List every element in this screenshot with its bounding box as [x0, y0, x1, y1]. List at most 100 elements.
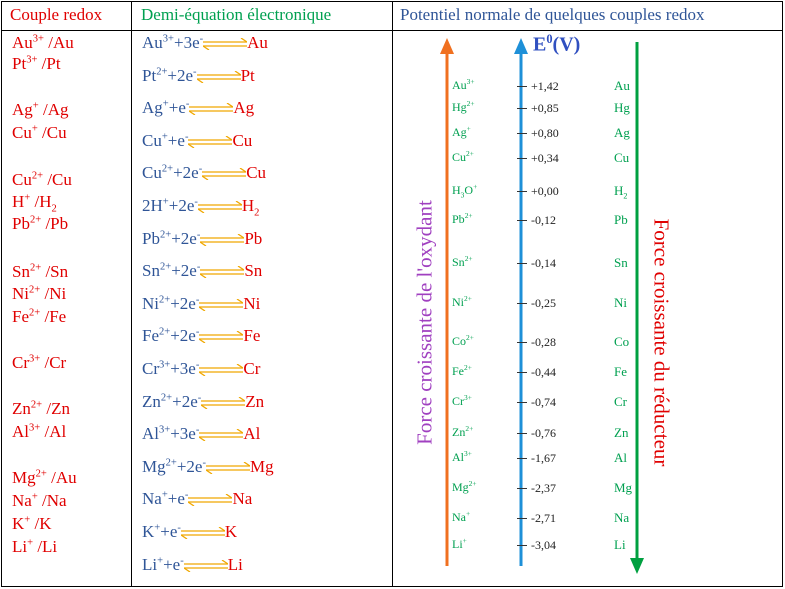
reductant-symbol: Hg: [614, 100, 630, 115]
oxidant: Cu: [12, 170, 32, 189]
couple-item: Fe2+ /Fe: [12, 307, 66, 327]
oxidant-symbol: Mg: [452, 480, 469, 494]
couple-item: Al3+ /Al: [12, 422, 66, 442]
oxidant: Al: [12, 422, 29, 441]
oxidant: Zn: [12, 399, 31, 418]
oxidant-charge: 3+: [32, 33, 44, 45]
oxidant-symbol: Cr: [142, 359, 159, 378]
equation-row: Al3++3e- Al: [142, 424, 260, 444]
oxidant-charge: 2+: [466, 149, 474, 158]
potential-value: +0,00: [531, 184, 559, 198]
equation-oxidant: Ag++e-: [142, 98, 189, 117]
potential-value: +0,85: [531, 101, 559, 115]
reductant-symbol: Al: [243, 424, 261, 444]
couple-item: Li+ /Li: [12, 537, 57, 557]
couple-item: Cu+ /Cu: [12, 123, 67, 143]
oxidant-charge: +: [32, 100, 39, 112]
separator: /: [33, 537, 43, 556]
electron-charge: -: [184, 489, 189, 501]
reductant: Cr: [49, 353, 67, 372]
reductant-symbol: Mg: [250, 456, 274, 476]
reductant-species: Cr: [614, 394, 627, 410]
electron-charge: -: [195, 326, 200, 338]
oxidant-charge: 2+: [159, 261, 172, 273]
separator: /: [41, 262, 51, 281]
separator: /: [37, 491, 47, 510]
potential-tick: [517, 433, 527, 434]
electron-charge: -: [185, 98, 190, 110]
oxidant-symbol: Co: [452, 334, 467, 348]
reductant: Pb: [50, 214, 69, 233]
electrons: +3e: [174, 33, 200, 52]
reductant-symbol: Ni: [614, 295, 627, 310]
reductant-species: Hg: [614, 100, 630, 116]
equation-oxidant: Ni2++2e-: [142, 294, 199, 313]
oxidant-charge: 3+: [159, 359, 171, 371]
equation-reductant: Na: [232, 489, 252, 508]
separator: /: [40, 307, 50, 326]
equation-oxidant: Au3++3e-: [142, 33, 203, 52]
equation-row: Ni2++2e- Ni: [142, 294, 260, 314]
equation-row: Sn2++2e- Sn: [142, 261, 262, 281]
equation-reductant: Ag: [233, 98, 254, 117]
oxidant-species: Na+: [452, 509, 470, 525]
oxidant-symbol: Li: [142, 554, 158, 574]
equilibrium-arrow-icon: [200, 229, 245, 248]
potential-value: -0,44: [531, 365, 556, 379]
oxidant-symbol: Ni: [452, 295, 464, 309]
reductant-symbol: K: [224, 522, 238, 541]
oxidant: K: [12, 514, 25, 533]
oxidant-symbol: Al: [142, 424, 159, 444]
electron-charge: -: [194, 196, 198, 208]
oxidant-symbol: Ag: [452, 125, 467, 139]
oxidant-charge: 2+: [29, 214, 42, 226]
oxidant-symbol: Mg: [142, 456, 166, 476]
oxidant-charge: 2+: [35, 468, 47, 480]
reductant-symbol: Ni: [243, 293, 261, 313]
oxidant-symbol: Li: [452, 537, 463, 551]
reductant-species: Al: [614, 450, 627, 466]
equation-oxidant: Cu++e-: [142, 131, 188, 150]
electron-charge: -: [195, 424, 200, 436]
reductant: Au: [52, 33, 74, 52]
equation-row: Cr3++3e- Cr: [142, 359, 260, 379]
oxidant: Mg: [12, 468, 36, 487]
reductant-strength-label: Force croissante du réducteur: [649, 218, 674, 467]
oxidant: Ag: [12, 100, 33, 119]
oxidant-species: Sn2+: [452, 254, 473, 270]
oxidant-symbol: Ni: [142, 293, 159, 313]
oxidant-charge: 2+: [466, 333, 474, 342]
oxidant-symbol: 2H: [142, 196, 163, 215]
couple-item: Au3+ /Au: [12, 33, 74, 53]
potential-tick: [517, 220, 527, 221]
oxidant-symbol: Au: [452, 78, 467, 92]
equilibrium-arrow-icon: [188, 131, 233, 150]
reductant: Li: [42, 537, 58, 556]
electrons: +2e: [168, 196, 195, 215]
potential-value: -0,74: [531, 395, 556, 409]
column-divider-1: [131, 1, 132, 587]
equilibrium-arrow-icon: [188, 489, 233, 508]
reductant: Al: [49, 422, 67, 441]
potential-value: +0,80: [531, 126, 559, 140]
potential-tick: [517, 158, 527, 159]
reductant-symbol: Ag: [233, 98, 255, 118]
oxidant-species: Cu2+: [452, 149, 474, 165]
equation-reductant: K: [225, 522, 237, 541]
electron-charge: -: [195, 359, 200, 371]
equilibrium-arrow-icon: [183, 555, 228, 574]
header-couple-redox: Couple redox: [10, 5, 103, 24]
equation-reductant: Cu: [246, 163, 266, 182]
oxidant-charge: +: [157, 554, 164, 566]
reductant-symbol: Al: [614, 450, 627, 465]
potential-tick: [517, 133, 527, 134]
reductant: Ni: [49, 284, 67, 303]
oxidant-charge: +: [466, 124, 471, 133]
oxidant-symbol: Cr: [452, 394, 464, 408]
separator: /: [40, 353, 50, 372]
oxidant-charge: 2+: [468, 479, 477, 488]
oxidant-charge: 3+: [162, 33, 174, 45]
equation-oxidant: Sn2++2e-: [142, 261, 200, 280]
equation-reductant: Sn: [244, 261, 262, 280]
oxidant-species: Al3+: [452, 449, 472, 465]
